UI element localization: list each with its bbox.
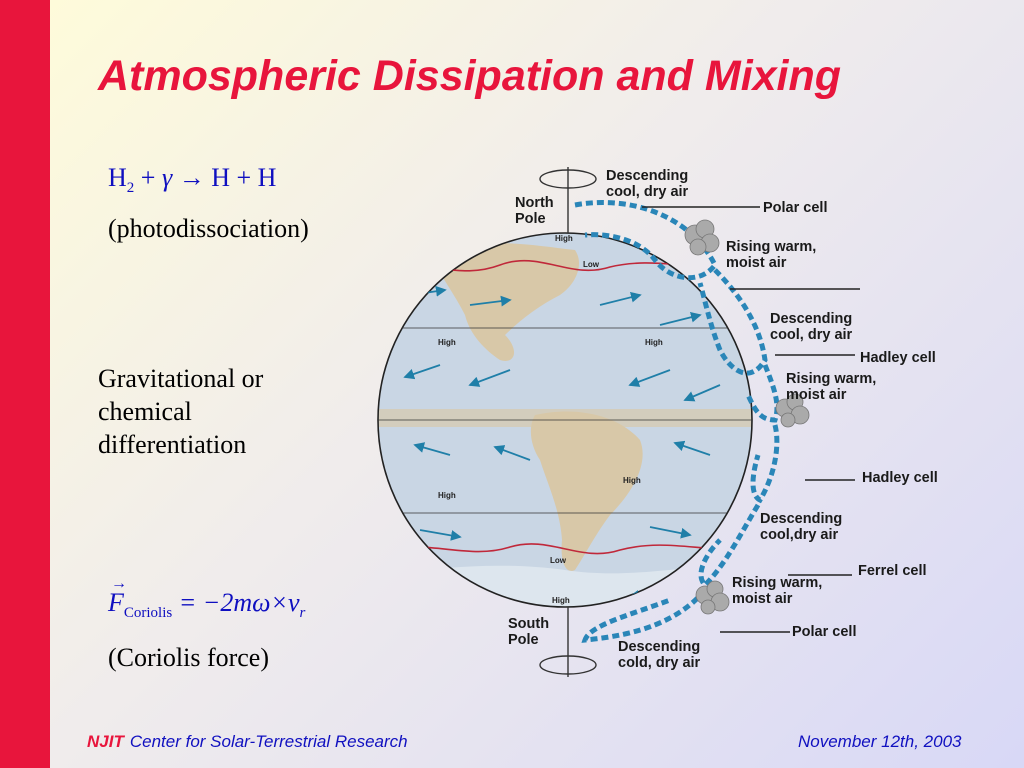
polar-cell-south xyxy=(581,588,707,643)
eq1-h2: H xyxy=(108,163,127,192)
atmospheric-circulation-diagram: High Low High High High High Low High No… xyxy=(377,167,938,677)
cell-label: Hadley cell xyxy=(860,350,936,366)
cloud-icon xyxy=(695,580,730,615)
vector-arrow-icon: → xyxy=(111,575,127,592)
eq2-rhs: = −2mω×v xyxy=(178,588,300,617)
cell-label: Descending cold, dry air xyxy=(618,639,701,671)
hadley-cell-north xyxy=(745,364,780,423)
footer-org-name: Center for Solar-Terrestrial Research xyxy=(129,732,408,751)
eq1-subscript: 2 xyxy=(126,180,135,197)
wind-arrow xyxy=(683,384,721,402)
south-pole-label: South Pole xyxy=(508,616,549,648)
slide-title: Atmospheric Dissipation and Mixing xyxy=(98,52,842,100)
eq1-arrow: → xyxy=(178,163,205,192)
cloud-icon xyxy=(684,219,720,256)
pressure-high-label: High xyxy=(645,338,663,347)
rotation-arrow-icon xyxy=(539,655,597,675)
pressure-low-label: Low xyxy=(550,556,567,565)
cell-label: Polar cell xyxy=(763,200,827,216)
coriolis-equation: → FCoriolis = −2mω×vr xyxy=(108,575,306,622)
wind-arrow xyxy=(469,295,512,307)
wind-arrow xyxy=(649,526,692,539)
latitude-lines xyxy=(378,327,752,514)
footer-date: November 12th, 2003 xyxy=(798,732,962,751)
cell-label: Ferrel cell xyxy=(858,563,927,579)
ferrel-cell-south xyxy=(698,503,761,589)
wind-arrow xyxy=(493,445,531,461)
middle-text-line: differentiation xyxy=(98,430,247,459)
middle-text: Gravitational or chemical differentiatio… xyxy=(98,362,263,461)
wind-arrow xyxy=(413,442,451,456)
cell-label: Rising warm, moist air xyxy=(732,575,822,607)
cell-label: Rising warm, moist air xyxy=(726,239,816,271)
eq1-products: H + H xyxy=(211,163,277,192)
pressure-high-label: High xyxy=(623,476,641,485)
cell-label: Polar cell xyxy=(792,624,856,640)
wind-arrow xyxy=(438,593,481,605)
cloud-icon xyxy=(775,393,810,428)
pressure-high-label: High xyxy=(438,491,456,500)
north-pole-label: North Pole xyxy=(515,195,554,227)
rotation-axis xyxy=(539,167,597,677)
njit-logo: NJIT xyxy=(87,732,124,751)
itcz-band xyxy=(378,409,752,427)
pressure-high-label: High xyxy=(555,234,573,243)
wind-arrow xyxy=(659,311,702,326)
coriolis-caption: (Coriolis force) xyxy=(108,643,270,672)
eq1-gamma: γ xyxy=(161,163,173,192)
eq1-plus: + xyxy=(140,163,156,192)
globe: High Low High High High High Low High xyxy=(377,232,753,608)
photodissociation-caption: (photodissociation) xyxy=(108,214,309,243)
cell-label: Descending cool,dry air xyxy=(760,511,842,543)
photodissociation-equation: H2 + γ → H + H xyxy=(108,163,276,197)
hadley-cell-south xyxy=(750,424,780,504)
rotation-arrow-icon xyxy=(539,169,597,189)
pressure-low-label: Low xyxy=(583,260,600,269)
cell-label: Descending cool, dry air xyxy=(770,311,853,343)
wind-arrow xyxy=(673,440,711,456)
wind-arrow xyxy=(468,369,511,387)
land-south-america xyxy=(530,411,643,571)
middle-text-line: chemical xyxy=(98,397,192,426)
wind-arrow xyxy=(419,529,462,541)
pressure-labels: High Low High High High High Low High xyxy=(438,234,663,605)
circulation-cells xyxy=(574,200,780,643)
ferrel-cell-north xyxy=(697,268,768,376)
cell-label: Hadley cell xyxy=(862,470,938,486)
clouds xyxy=(684,219,810,615)
polar-cell-north xyxy=(574,200,718,281)
pressure-high-label: High xyxy=(438,338,456,347)
cell-label: Rising warm, moist air xyxy=(786,371,876,403)
eq2-subscript: Coriolis xyxy=(123,605,173,622)
eq2-f: F xyxy=(108,588,124,617)
middle-text-line: Gravitational or xyxy=(98,364,264,393)
wind-arrow xyxy=(599,291,642,306)
wind-arrow xyxy=(403,364,441,380)
footer-organization: NJIT Center for Solar-Terrestrial Researc… xyxy=(87,732,408,752)
pressure-high-label: High xyxy=(552,596,570,605)
wind-arrow xyxy=(628,369,671,387)
accent-bar xyxy=(0,0,50,768)
cell-labels: Descending cool, dry air Polar cell Risin… xyxy=(606,168,938,671)
leader-lines xyxy=(642,206,860,633)
cell-label: Descending cool, dry air xyxy=(606,168,689,200)
eq2-r-subscript: r xyxy=(299,605,306,622)
jet-stream-south xyxy=(389,543,751,555)
eq2-force: → F xyxy=(108,575,127,617)
